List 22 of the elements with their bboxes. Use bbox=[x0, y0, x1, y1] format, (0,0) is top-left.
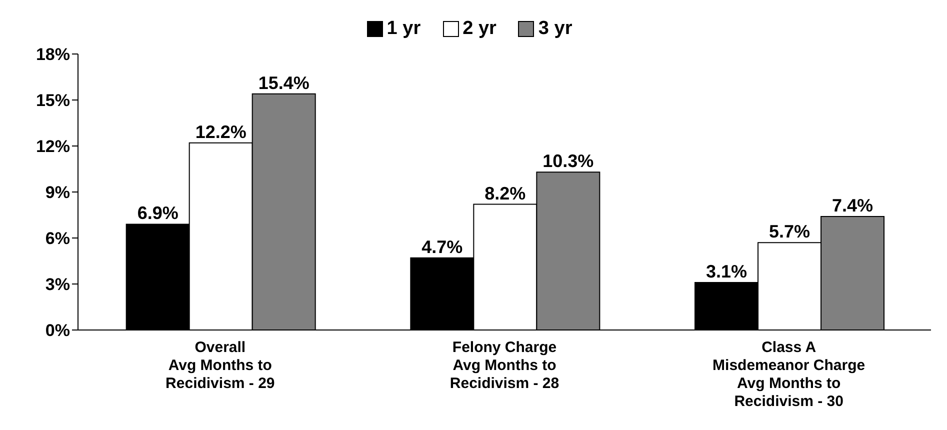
data-label: 5.7% bbox=[768, 222, 810, 242]
y-tick-label: 12% bbox=[36, 137, 70, 156]
data-label: 12.2% bbox=[195, 122, 246, 142]
legend-label: 3 yr bbox=[537, 18, 572, 40]
legend-label: 1 yr bbox=[386, 18, 421, 40]
data-label: 8.2% bbox=[484, 183, 526, 204]
data-label: 10.3% bbox=[542, 151, 594, 172]
y-tick-label: 15% bbox=[36, 91, 70, 110]
x-tick-label: Class A Misdemeanor Charge Avg Months to Recidivism - 30 bbox=[712, 339, 866, 410]
data-label: 7.4% bbox=[832, 196, 874, 216]
y-tick-label: 18% bbox=[36, 45, 70, 64]
y-tick-label: 0% bbox=[45, 321, 70, 340]
data-label: 6.9% bbox=[137, 203, 178, 224]
x-tick-label: Felony Charge Avg Months to Recidivism - 28 bbox=[450, 339, 560, 392]
legend-label: 2 yr bbox=[462, 18, 496, 40]
y-tick-label: 3% bbox=[45, 275, 70, 294]
y-tick-label: 9% bbox=[45, 183, 70, 202]
y-tick-label: 6% bbox=[45, 229, 70, 248]
x-tick-label: Overall Avg Months to Recidivism - 29 bbox=[166, 339, 275, 392]
data-label: 4.7% bbox=[422, 236, 463, 257]
data-label: 15.4% bbox=[258, 72, 310, 93]
data-label: 3.1% bbox=[706, 261, 748, 282]
